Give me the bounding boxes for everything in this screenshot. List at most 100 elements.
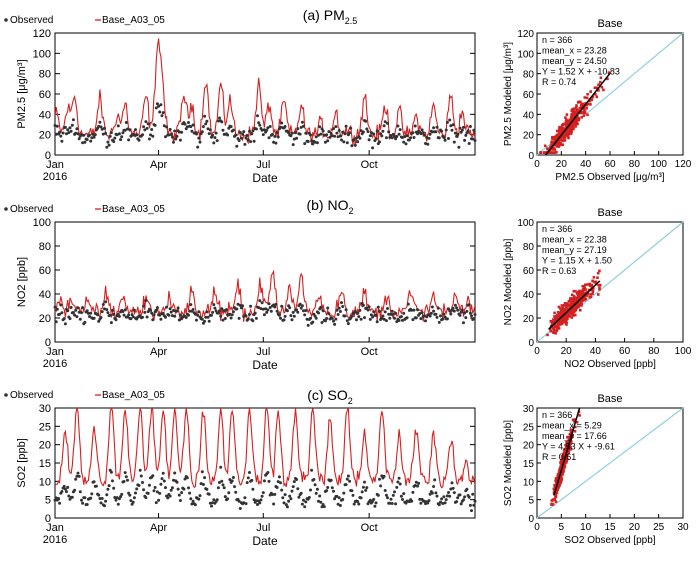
observed-point	[138, 468, 142, 472]
y-tick-label: 15	[523, 459, 535, 470]
scatter-point	[578, 107, 582, 110]
x-tick-label: 100	[675, 346, 692, 357]
observed-point	[442, 136, 446, 139]
scatter-point	[559, 142, 563, 145]
observed-point	[242, 130, 246, 134]
observed-point	[361, 130, 365, 134]
observed-point	[86, 311, 90, 315]
scatter-point	[560, 455, 564, 458]
observed-point	[399, 494, 403, 498]
observed-point	[468, 125, 472, 128]
observed-point	[419, 132, 423, 136]
observed-point	[180, 491, 184, 495]
observed-point	[422, 499, 426, 503]
scatter-point	[608, 306, 611, 309]
scatter-point	[577, 295, 581, 298]
scatter-point	[559, 458, 563, 462]
observed-point	[285, 505, 289, 509]
scatter-point	[571, 435, 574, 439]
observed-point	[123, 471, 127, 475]
observed-point	[321, 129, 325, 133]
scatter-point	[559, 137, 563, 141]
observed-point	[172, 309, 175, 312]
scatter-point	[555, 150, 558, 154]
scatter-point	[593, 86, 597, 89]
observed-point	[353, 310, 357, 313]
observed-point	[317, 311, 320, 315]
observed-point	[360, 490, 364, 494]
observed-point	[416, 484, 419, 488]
observed-point	[419, 317, 423, 321]
observed-point	[182, 487, 186, 491]
observed-point	[334, 125, 338, 129]
observed-point	[120, 135, 124, 139]
scatter-point	[576, 293, 580, 297]
observed-point	[281, 496, 285, 500]
observed-point	[283, 493, 287, 497]
observed-point	[407, 138, 411, 142]
observed-point	[394, 137, 398, 141]
scatter-point	[596, 276, 599, 279]
observed-point	[251, 487, 255, 491]
observed-point	[375, 320, 379, 324]
observed-point	[305, 317, 309, 321]
scatter-point	[565, 118, 568, 121]
observed-point	[234, 133, 238, 137]
observed-point	[307, 496, 311, 499]
observed-point	[444, 128, 448, 132]
observed-point	[218, 116, 221, 120]
observed-point	[303, 313, 307, 317]
observed-point	[464, 133, 468, 137]
scatter-point	[564, 319, 568, 323]
scatter-point	[565, 304, 569, 308]
scatter-point	[563, 303, 566, 307]
observed-point	[473, 313, 477, 316]
scatter-point	[573, 420, 576, 423]
observed-point	[254, 316, 258, 320]
scatter-point	[568, 118, 571, 121]
x-axis-label: Date	[252, 171, 278, 185]
scatter-point	[553, 324, 557, 327]
scatter-point	[556, 136, 560, 139]
scatter-point	[585, 96, 589, 100]
scatter-point	[555, 490, 558, 493]
observed-point	[449, 124, 453, 128]
observed-point	[419, 501, 423, 505]
observed-point	[383, 310, 387, 314]
observed-point	[449, 312, 453, 316]
observed-point	[173, 129, 177, 133]
observed-point	[103, 126, 106, 130]
observed-point	[441, 317, 445, 321]
observed-point	[243, 142, 247, 146]
observed-point	[177, 318, 181, 322]
scatter-point	[573, 304, 577, 307]
observed-point	[211, 133, 215, 137]
scatter-point	[574, 313, 577, 317]
scatter-point	[602, 88, 605, 92]
scatter-point	[552, 147, 556, 150]
observed-point	[221, 483, 225, 487]
scatter-point	[558, 128, 562, 131]
observed-point	[165, 125, 169, 129]
observed-point	[313, 140, 317, 144]
x-tick-label: 0	[534, 159, 540, 170]
observed-point	[151, 318, 155, 322]
scatter-point	[572, 289, 576, 293]
model-series-line	[55, 408, 475, 489]
y-tick-label: 60	[523, 90, 535, 101]
scatter-point	[574, 112, 578, 116]
observed-point	[425, 136, 429, 139]
observed-point	[113, 136, 117, 140]
scatter-title: Base	[597, 207, 622, 219]
scatter-x-label: SO2 Observed [ppb]	[564, 535, 655, 546]
observed-point	[341, 498, 345, 501]
scatter-point	[555, 480, 559, 483]
observed-point	[302, 498, 305, 502]
observed-point	[462, 125, 465, 129]
scatter-point	[561, 457, 564, 460]
observed-point	[334, 317, 338, 321]
observed-point	[104, 499, 108, 503]
observed-point	[246, 317, 250, 321]
y-tick-label: 0	[528, 338, 534, 349]
observed-point	[311, 320, 315, 324]
